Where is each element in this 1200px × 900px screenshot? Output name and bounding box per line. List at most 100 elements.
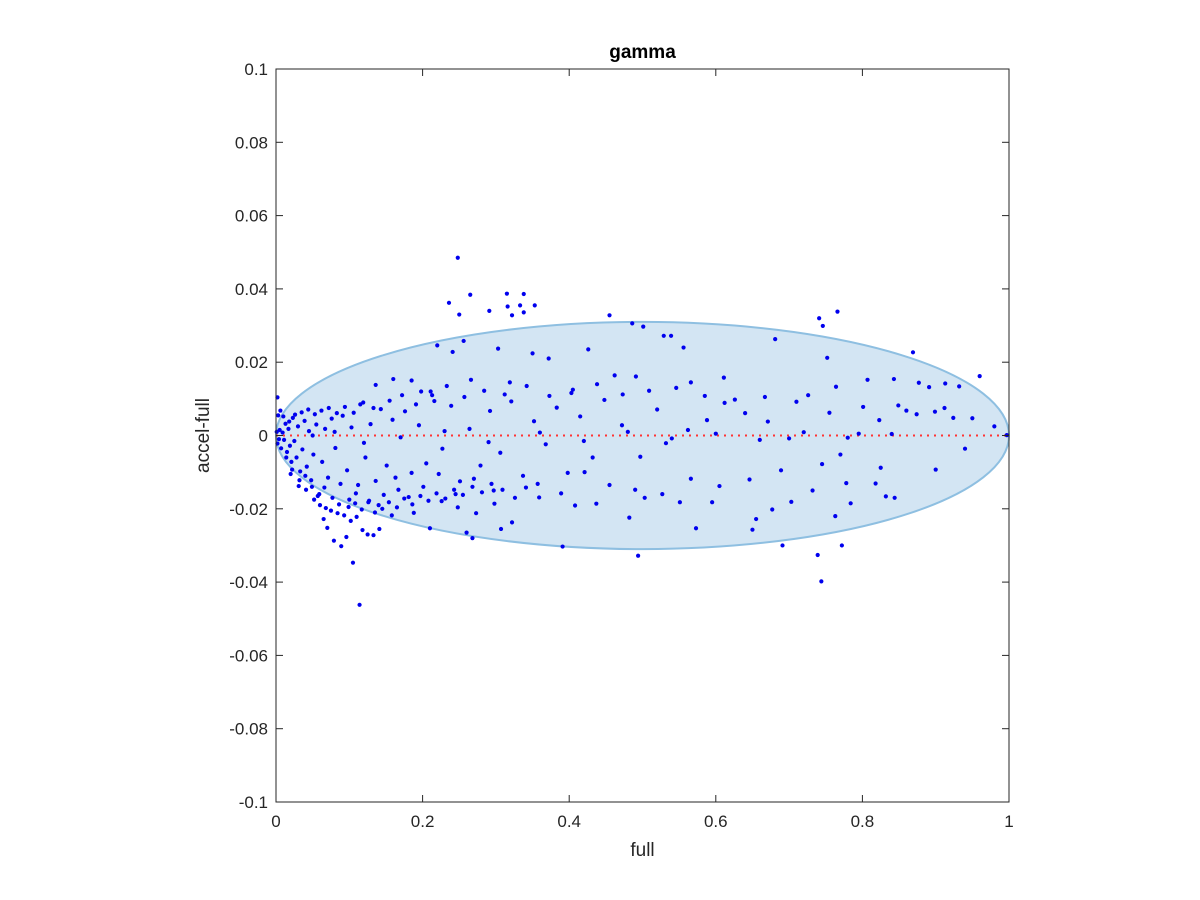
data-point xyxy=(500,487,505,492)
data-point xyxy=(309,484,315,489)
data-point xyxy=(298,469,303,474)
data-point xyxy=(418,493,423,499)
data-point xyxy=(329,416,334,421)
data-point xyxy=(366,498,372,503)
data-point xyxy=(482,388,487,393)
x-tick-label: 0.6 xyxy=(704,812,728,831)
data-point xyxy=(444,383,449,389)
data-point xyxy=(910,350,916,355)
data-point xyxy=(524,383,529,389)
data-point xyxy=(336,502,342,507)
data-point xyxy=(309,478,314,483)
data-point xyxy=(607,313,612,318)
data-point xyxy=(340,413,345,418)
data-point xyxy=(468,377,474,382)
data-point xyxy=(363,455,368,460)
data-point xyxy=(504,291,509,296)
data-point xyxy=(377,526,382,532)
data-point xyxy=(619,423,625,428)
data-point xyxy=(354,514,359,519)
data-point xyxy=(817,316,822,321)
data-point xyxy=(386,500,391,505)
data-point xyxy=(280,430,285,435)
data-point xyxy=(856,431,861,436)
data-point xyxy=(602,397,607,403)
data-point xyxy=(509,520,515,525)
data-point xyxy=(861,404,866,410)
data-point xyxy=(677,500,682,505)
data-point xyxy=(620,392,625,397)
data-point xyxy=(892,495,897,500)
data-point xyxy=(334,411,339,416)
data-point xyxy=(916,380,921,385)
x-axis-label: full xyxy=(630,840,654,861)
data-point xyxy=(535,481,540,486)
data-point xyxy=(743,411,748,416)
data-point xyxy=(342,513,347,518)
data-point xyxy=(833,514,838,519)
data-point xyxy=(722,400,727,405)
data-point xyxy=(365,532,370,537)
data-point xyxy=(372,510,378,515)
data-point xyxy=(347,497,352,502)
data-point xyxy=(470,536,475,541)
data-point xyxy=(489,481,494,486)
data-point xyxy=(710,500,715,505)
data-point xyxy=(532,303,537,308)
data-point xyxy=(732,397,737,402)
data-point xyxy=(332,429,337,434)
data-point xyxy=(495,346,501,351)
data-point xyxy=(387,398,392,403)
data-point xyxy=(582,470,587,475)
data-point xyxy=(780,543,785,548)
data-point xyxy=(299,410,304,415)
data-point xyxy=(399,393,405,398)
data-point xyxy=(578,414,583,419)
plot-area xyxy=(274,68,1010,803)
y-tick-label: 0.08 xyxy=(235,133,268,152)
data-point xyxy=(323,426,328,432)
data-point xyxy=(663,441,669,446)
data-point xyxy=(295,424,301,429)
data-point xyxy=(333,445,338,451)
data-point xyxy=(904,408,909,413)
data-point xyxy=(581,438,586,444)
data-point xyxy=(345,468,350,473)
data-point xyxy=(789,499,794,504)
data-point xyxy=(702,393,707,399)
data-point xyxy=(559,491,564,496)
data-point xyxy=(773,337,778,342)
data-point xyxy=(509,399,514,404)
data-point xyxy=(873,481,878,486)
data-point xyxy=(409,378,414,383)
y-tick-label: 0.04 xyxy=(235,280,268,299)
data-point xyxy=(406,494,411,500)
x-axis-ticks: 0 0.2 0.4 0.6 0.8 1 xyxy=(271,69,1014,831)
data-point xyxy=(296,483,301,489)
data-point xyxy=(560,544,565,549)
data-point xyxy=(543,442,548,447)
data-point xyxy=(762,394,768,400)
data-point xyxy=(361,440,367,445)
data-point xyxy=(674,385,679,390)
data-point xyxy=(303,473,308,478)
data-point xyxy=(398,435,403,440)
data-point xyxy=(413,402,419,407)
data-point xyxy=(509,313,515,318)
data-point xyxy=(303,487,309,492)
data-point xyxy=(371,533,376,538)
data-point xyxy=(338,481,343,486)
data-point xyxy=(521,310,526,315)
data-point xyxy=(537,430,542,435)
data-point xyxy=(287,419,292,424)
data-point xyxy=(765,419,770,424)
data-point xyxy=(502,392,507,397)
data-point xyxy=(289,459,294,464)
data-point xyxy=(839,543,844,548)
data-point xyxy=(394,505,400,510)
data-point xyxy=(594,501,599,506)
data-point xyxy=(426,498,431,503)
data-point xyxy=(845,435,850,440)
data-point xyxy=(878,465,883,470)
